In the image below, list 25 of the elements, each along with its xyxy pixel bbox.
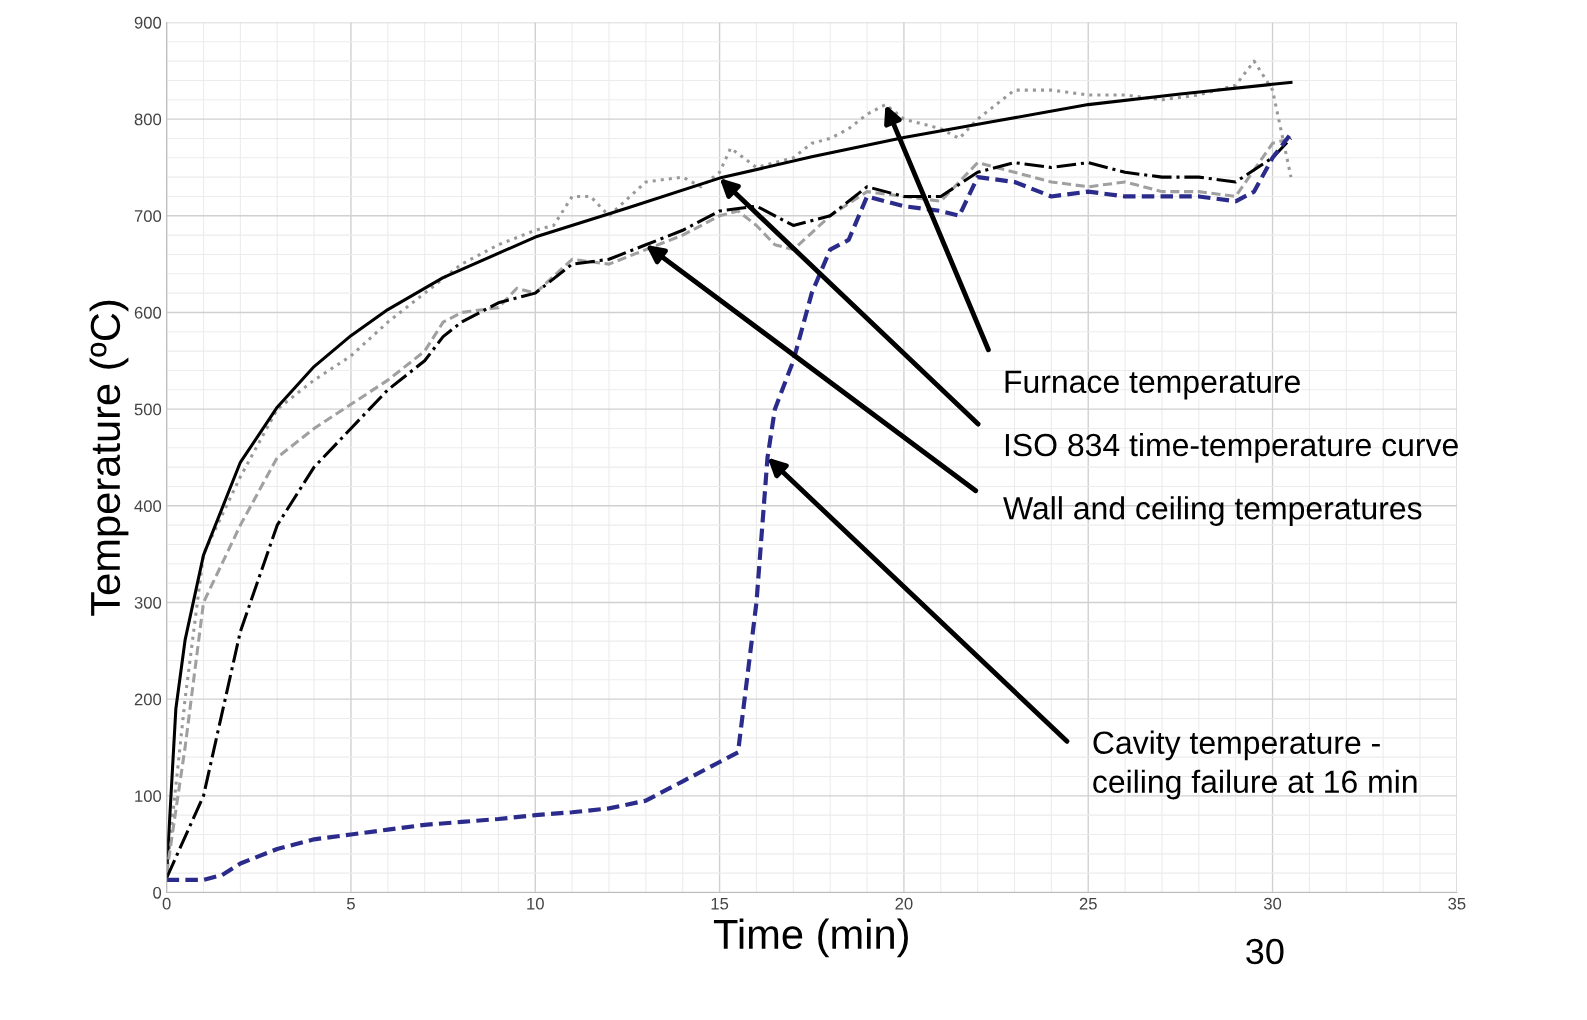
y-tick-label: 900 [134, 16, 162, 29]
x-tick-label: 0 [162, 897, 171, 910]
y-tick-label: 0 [153, 886, 162, 899]
y-tick-label: 500 [134, 403, 162, 416]
x-tick-label: 5 [346, 897, 355, 910]
x-tick-label: 35 [1448, 897, 1466, 910]
annotation: Furnace temperature [1005, 370, 1300, 400]
annotation: Cavity temperature - ceiling failure at 16 min [1093, 730, 1417, 800]
x-axis-title: Time (min) [713, 918, 908, 958]
y-tick-label: 800 [134, 113, 162, 126]
y-tick-label: 600 [134, 306, 162, 319]
y-axis-title: Temperature (ºC) [89, 300, 129, 616]
y-tick-label: 700 [134, 210, 162, 222]
y-tick-label: 300 [134, 596, 162, 609]
text: 30 [1246, 938, 1284, 965]
y-tick-label: 400 [134, 500, 162, 513]
annotation: ISO 834 time-temperature curve [1005, 432, 1458, 463]
x-tick-label: 30 [1263, 897, 1282, 910]
annotation: Wall and ceiling temperatures [1003, 496, 1422, 526]
y-tick-label: 200 [134, 693, 162, 706]
x-tick-label: 10 [527, 897, 544, 910]
x-tick-label: 15 [711, 897, 729, 910]
y-tick-label: 100 [135, 790, 162, 803]
x-tick-label: 20 [895, 897, 913, 910]
x-tick-label: 25 [1079, 897, 1097, 910]
